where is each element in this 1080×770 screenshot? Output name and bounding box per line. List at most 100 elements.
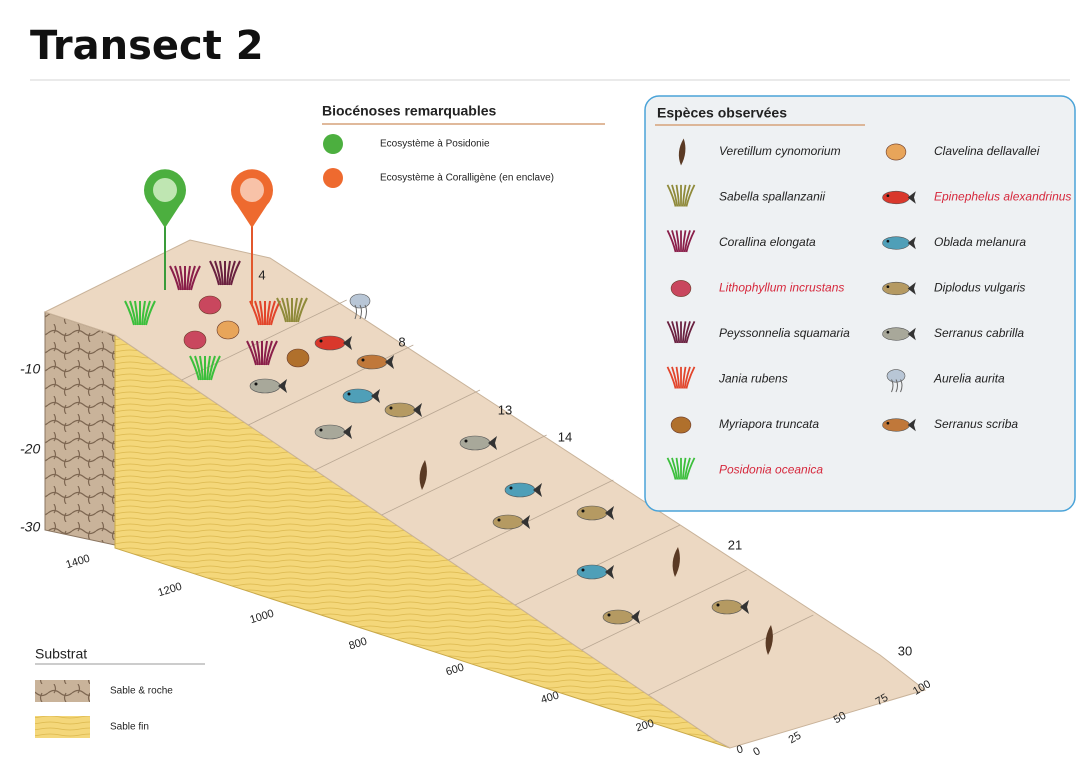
plant-blade xyxy=(174,265,182,291)
fish-tail xyxy=(343,425,352,439)
fish-eye xyxy=(254,382,258,386)
fish-tail xyxy=(605,506,614,520)
fish-tail xyxy=(533,483,542,497)
substrat-item: Sable fin xyxy=(110,722,149,733)
plant-icon xyxy=(124,300,156,326)
fish-icon xyxy=(882,281,916,296)
species-name: Serranus cabrilla xyxy=(934,326,1024,340)
plant-blade xyxy=(683,321,691,344)
plant-blade xyxy=(681,366,687,389)
distance-label: 800 xyxy=(347,635,368,652)
pen-icon xyxy=(672,547,680,577)
plant-blade xyxy=(228,260,236,286)
fish-icon xyxy=(711,599,749,615)
depth-label: -10 xyxy=(20,361,40,377)
jelly-icon xyxy=(349,293,371,309)
species-name: Jania rubens xyxy=(718,372,788,386)
plant-blade xyxy=(685,229,696,253)
slice-line xyxy=(648,614,814,696)
species-name: Myriapora truncata xyxy=(719,417,819,431)
species-name: Clavelina dellavallei xyxy=(934,144,1040,158)
fish-icon xyxy=(882,327,916,341)
plant-blade xyxy=(251,340,259,366)
species-title: Espèces observées xyxy=(657,105,787,121)
fish-eye xyxy=(581,568,585,572)
plant-icon xyxy=(209,260,241,286)
plant-blade xyxy=(208,355,216,381)
species-name: Aurelia aurita xyxy=(933,372,1005,386)
plant-blade xyxy=(169,265,180,291)
plant-blade xyxy=(681,230,687,253)
slice-line xyxy=(581,569,747,651)
fish-eye xyxy=(886,194,890,198)
fish-body xyxy=(711,599,743,615)
species-name: Serranus scriba xyxy=(934,417,1018,431)
fish-body xyxy=(882,190,910,205)
depth-label: -20 xyxy=(20,441,40,457)
plant-blade xyxy=(129,300,137,326)
plant-icon xyxy=(666,320,696,344)
plant-blade xyxy=(124,300,135,326)
blob-icon xyxy=(670,280,692,297)
fish-icon xyxy=(356,354,394,370)
plant-blade xyxy=(265,340,273,366)
plant-blade xyxy=(209,260,220,286)
pen-icon xyxy=(678,138,686,166)
fish-icon xyxy=(576,505,614,521)
biocenose-item: Ecosystème à Coralligène (en enclave) xyxy=(380,173,554,184)
substrat-item: Sable & roche xyxy=(110,686,173,697)
fish-icon xyxy=(504,482,542,498)
fish-tail xyxy=(740,600,749,614)
plant-blade xyxy=(671,230,679,253)
plant-blade xyxy=(675,457,681,480)
depth-label: -30 xyxy=(20,519,40,535)
blob-icon xyxy=(183,330,207,350)
fish-tail xyxy=(907,327,916,341)
fish-icon xyxy=(882,418,916,432)
plant-blade xyxy=(666,184,677,207)
fish-icon xyxy=(882,236,916,250)
fish-eye xyxy=(581,509,585,513)
fish-tail xyxy=(371,389,380,403)
jelly-tentacle xyxy=(359,304,362,320)
distance-label: 400 xyxy=(539,689,560,706)
fish-eye xyxy=(886,239,890,243)
plant-blade xyxy=(276,297,287,323)
coralligene-icon xyxy=(323,168,343,188)
fish-eye xyxy=(716,603,720,607)
transect-marker: 30 xyxy=(898,643,912,658)
rock-face xyxy=(44,311,116,546)
jelly-tentacle xyxy=(354,304,357,320)
plant-blade xyxy=(685,366,696,389)
fish-tail xyxy=(907,282,916,295)
plant-icon xyxy=(666,184,696,207)
width-label: 50 xyxy=(832,710,849,727)
blob-icon xyxy=(198,295,222,315)
fish-body xyxy=(492,514,524,530)
plant-blade xyxy=(671,184,679,207)
slice-line xyxy=(448,479,614,561)
plant-blade xyxy=(145,300,156,326)
plant-blade xyxy=(249,300,260,326)
fish-eye xyxy=(319,428,323,432)
fish-tail xyxy=(343,336,352,350)
plant-blade xyxy=(259,300,264,326)
species-name: Corallina elongata xyxy=(719,235,816,249)
plant-icon xyxy=(276,297,308,323)
fish-eye xyxy=(497,518,501,522)
fish-body xyxy=(314,335,346,351)
fish-icon xyxy=(249,378,287,394)
jelly-tentacle xyxy=(900,379,903,393)
plant-blade xyxy=(671,457,679,480)
plant-blade xyxy=(246,340,257,366)
species-name: Sabella spallanzanii xyxy=(719,190,825,204)
fish-body xyxy=(342,388,374,404)
fish-icon xyxy=(576,564,614,580)
plant-blade xyxy=(141,300,146,326)
plant-blade xyxy=(206,355,211,381)
plant-blade xyxy=(685,320,696,344)
plant-blade xyxy=(683,230,691,253)
plant-blade xyxy=(685,184,696,207)
fish-icon xyxy=(314,335,352,351)
blob-icon xyxy=(216,320,240,340)
